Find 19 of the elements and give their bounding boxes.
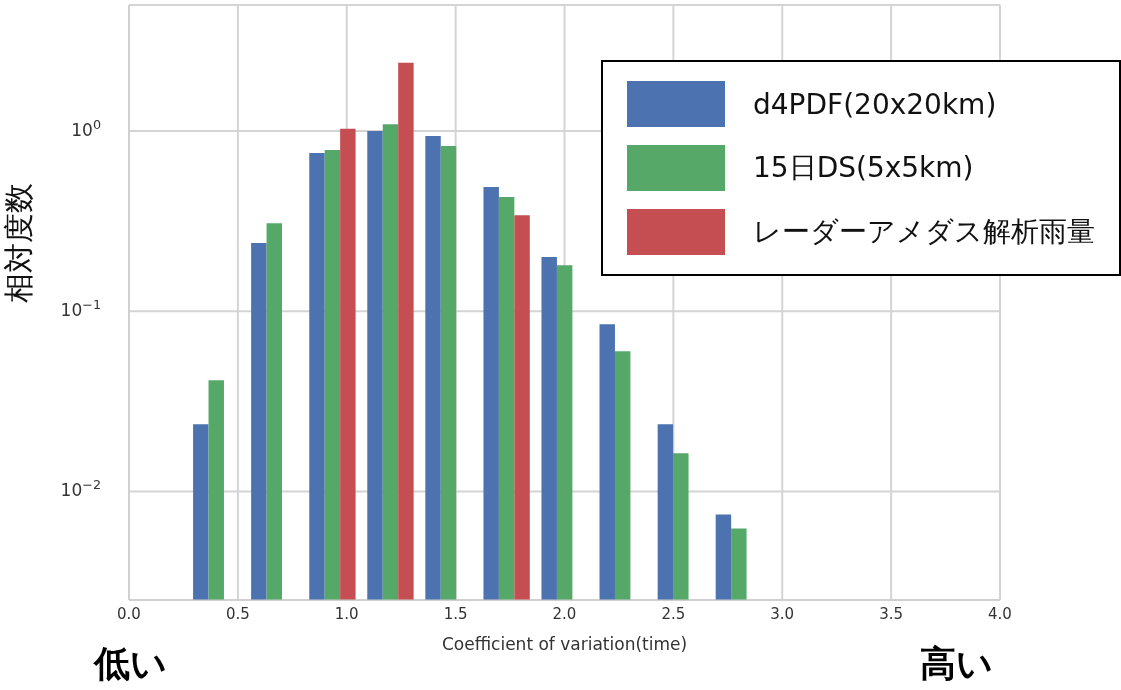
y-tick-label: 10$^{−1}$ — [60, 296, 101, 321]
text: 低い — [94, 642, 167, 686]
legend-label: d4PDF(20x20km) — [753, 87, 997, 121]
x-tick-label: 3.0 — [770, 604, 795, 623]
x-tick-label: 0.0 — [117, 604, 141, 623]
y-axis-title: 相対度数 — [0, 182, 36, 303]
legend-label: 15日DS(5x5km) — [753, 150, 974, 186]
y-tick-label: 10$^{−2}$ — [60, 476, 101, 501]
legend-label: レーダーアメダス解析雨量 — [753, 214, 1095, 250]
x-axis-title: Coefficient of variation(time) — [441, 634, 688, 655]
y-tick-label: 10$^{0}$ — [71, 116, 101, 140]
x-tick-label: 3.5 — [879, 604, 904, 623]
x-tick-label: 2.5 — [661, 604, 686, 623]
x-tick-label: 1.0 — [334, 604, 359, 623]
x-tick-label: 1.5 — [443, 604, 468, 623]
x-tick-label: 2.0 — [552, 604, 577, 623]
x-tick-label: 4.0 — [988, 604, 1012, 623]
x-tick-label: 0.5 — [225, 604, 250, 623]
text: 高い — [920, 642, 993, 686]
